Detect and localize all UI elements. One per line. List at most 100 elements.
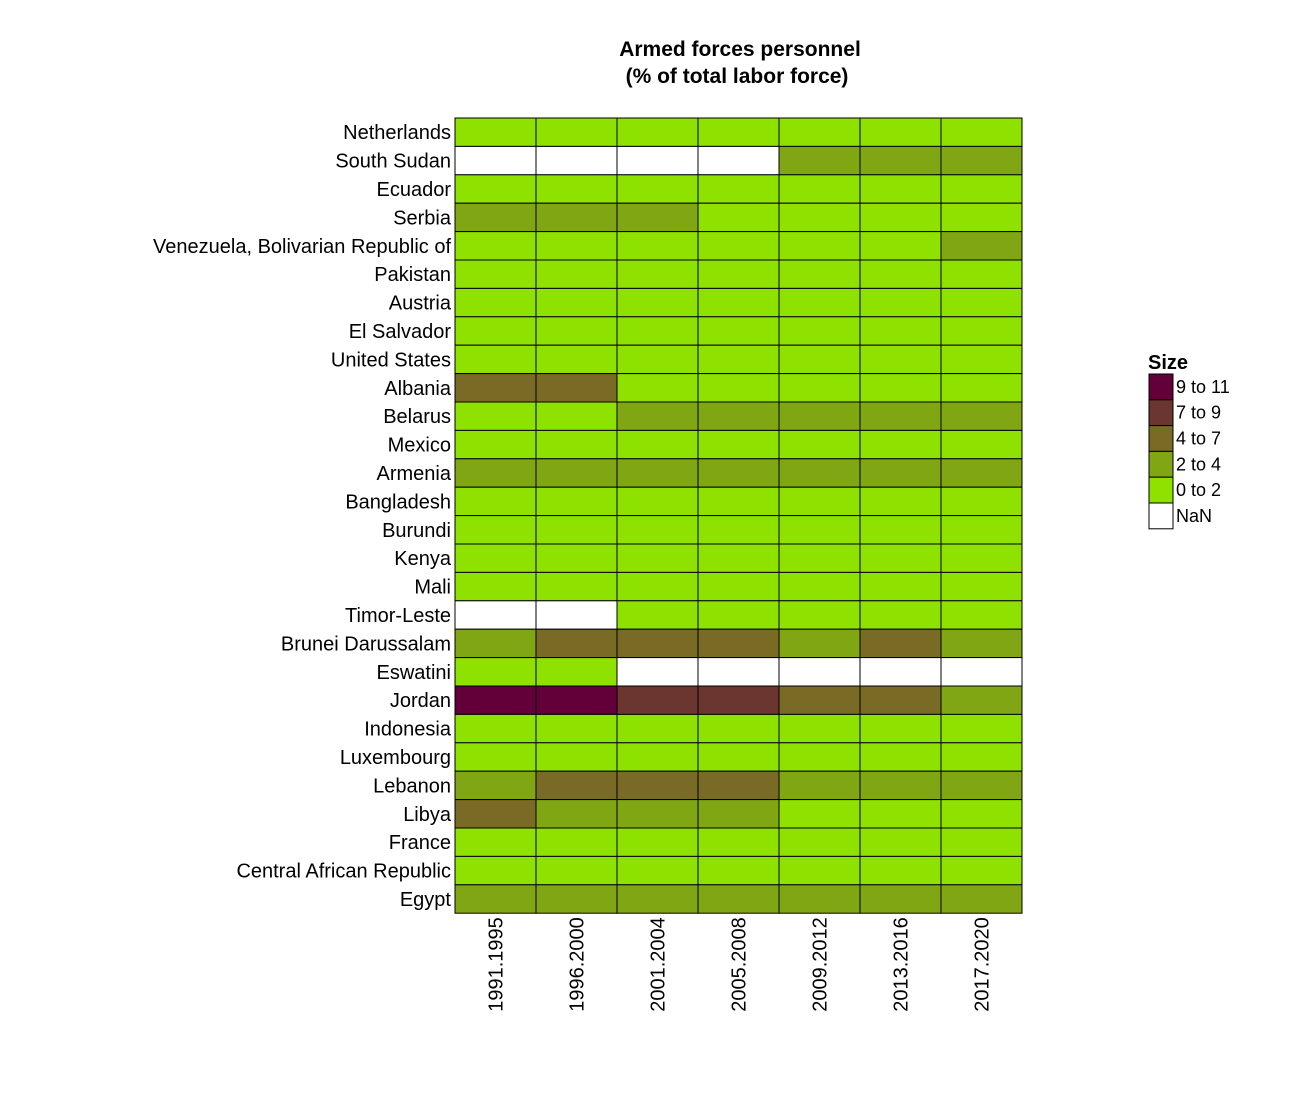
y-tick-label: Brunei Darussalam (281, 633, 451, 655)
heatmap-cell (859, 543, 942, 573)
heatmap-cell (454, 685, 537, 715)
y-tick-label: Serbia (393, 207, 452, 229)
legend-items: 9 to 11 7 to 9 4 to 7 2 to 4 0 to 2 NaN (1148, 373, 1230, 530)
heatmap-cell (697, 429, 780, 460)
heatmap-cell (940, 486, 1023, 517)
heatmap-cell (778, 770, 861, 801)
y-tick-label: United States (331, 349, 451, 371)
heatmap-cell (859, 259, 942, 289)
heatmap-cell (859, 827, 942, 857)
y-tick-label: Jordan (390, 690, 451, 712)
heatmap-cell (454, 742, 537, 772)
heatmap-cell (697, 657, 780, 687)
heatmap-cell (940, 202, 1023, 233)
heatmap-cell (454, 287, 537, 318)
heatmap-cell (778, 799, 861, 829)
y-tick-label: Armenia (377, 463, 452, 485)
heatmap-cell (616, 685, 699, 715)
heatmap-cell (778, 713, 861, 744)
heatmap-cell (535, 799, 618, 829)
heatmap-cell (940, 543, 1023, 573)
heatmap-cell (535, 685, 618, 715)
y-tick-label: Kenya (394, 548, 452, 570)
heatmap-cell (940, 174, 1023, 204)
heatmap-cell (778, 373, 861, 403)
y-tick-label: Mali (414, 577, 451, 599)
heatmap-cell (616, 202, 699, 233)
heatmap-cell (859, 316, 942, 346)
heatmap-cell (454, 316, 537, 346)
heatmap-cell (940, 373, 1023, 403)
y-tick-label: Belarus (383, 406, 451, 428)
heatmap-cell (454, 117, 537, 147)
heatmap-cell (616, 316, 699, 346)
heatmap-cell (697, 515, 780, 545)
heatmap-cell (697, 458, 780, 488)
heatmap-cell (535, 117, 618, 147)
heatmap-cell (940, 401, 1023, 431)
heatmap-cell (940, 713, 1023, 744)
heatmap-cell (616, 401, 699, 431)
heatmap-cell (616, 799, 699, 829)
heatmap-cell (535, 742, 618, 772)
heatmap-cell (778, 742, 861, 772)
heatmap-cell (859, 458, 942, 488)
heatmap-cell (940, 884, 1023, 914)
heatmap-cell (454, 628, 537, 659)
heatmap-cell (535, 316, 618, 346)
heatmap-cell (454, 145, 537, 176)
heatmap-cell (535, 827, 618, 857)
heatmap-cell (535, 571, 618, 602)
legend-swatch (1148, 399, 1174, 427)
heatmap-cell (454, 429, 537, 460)
heatmap-cell (616, 145, 699, 176)
legend-title: Size (1148, 352, 1188, 374)
chart-title-line-2: (% of total labor force) (626, 65, 849, 88)
heatmap-cell (778, 657, 861, 687)
x-tick-label: 1996.2000 (567, 917, 589, 1012)
x-tick-label: 2009.2012 (810, 917, 832, 1012)
heatmap-cell (535, 543, 618, 573)
heatmap-cell (616, 429, 699, 460)
x-tick-label: 2013.2016 (891, 917, 913, 1012)
heatmap-cell (454, 884, 537, 914)
x-tick-label: 2001.2004 (648, 917, 670, 1012)
heatmap-cell (778, 401, 861, 431)
y-tick-label: Pakistan (374, 264, 451, 286)
heatmap-cell (859, 344, 942, 375)
heatmap-cell (778, 458, 861, 488)
y-tick-label: Burundi (382, 520, 451, 542)
heatmap-cell (940, 344, 1023, 375)
heatmap-cell (454, 344, 537, 375)
heatmap-cell (616, 742, 699, 772)
y-tick-label: Ecuador (377, 179, 452, 201)
heatmap-cell (616, 373, 699, 403)
heatmap-cell (697, 344, 780, 375)
y-tick-label: France (389, 832, 451, 854)
heatmap-cell (535, 145, 618, 176)
heatmap-cell (697, 855, 780, 886)
heatmap-cell (697, 316, 780, 346)
heatmap-cell (535, 458, 618, 488)
heatmap-cell (535, 884, 618, 914)
heatmap-cell (778, 515, 861, 545)
heatmap-cell (454, 600, 537, 630)
y-tick-label: Indonesia (364, 719, 452, 741)
heatmap-cell (454, 458, 537, 488)
heatmap-cell (940, 458, 1023, 488)
heatmap-cell (697, 259, 780, 289)
heatmap-cell (940, 855, 1023, 886)
heatmap-cell (859, 657, 942, 687)
heatmap-cell (859, 742, 942, 772)
heatmap-cell (697, 713, 780, 744)
heatmap-cell (778, 202, 861, 233)
heatmap-cell (859, 117, 942, 147)
heatmap-cell (616, 287, 699, 318)
heatmap-cell (859, 145, 942, 176)
legend-swatch (1148, 425, 1174, 452)
legend-swatch (1148, 373, 1174, 401)
heatmap-cell (616, 628, 699, 659)
heatmap-cell (454, 174, 537, 204)
heatmap-cell (454, 515, 537, 545)
heatmap-cell (697, 770, 780, 801)
